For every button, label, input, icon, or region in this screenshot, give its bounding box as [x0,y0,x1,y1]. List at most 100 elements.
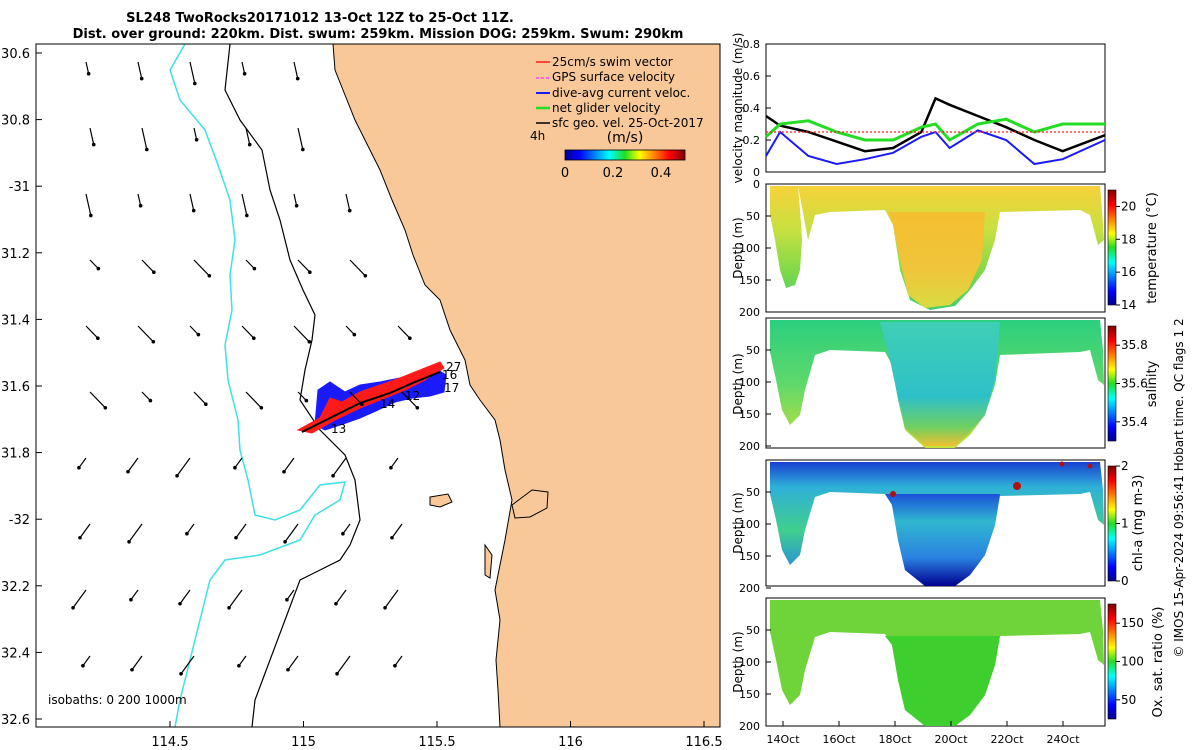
geo-velocity-arrowhead [138,203,143,208]
map-panel [36,43,721,728]
colorbar-tick-label: 0.2 [603,166,624,181]
salinity-colorbar-ticks: 35.4 35.6 35.8 [1116,338,1148,429]
geo-velocity-arrow [179,589,191,605]
geo-velocity-arrow [335,589,347,605]
geo-velocity-arrow [245,391,262,409]
velocity-ytick-label: 0.2 [743,134,761,147]
geo-velocity-arrow [186,523,195,535]
geo-velocity-arrow [297,391,307,402]
depth-ytick-label: 50 [746,210,760,223]
colorbar-corner-label: 4h [530,129,545,143]
track-label: 16 [442,368,457,382]
geo-velocity-arrowhead [234,535,238,540]
legend-item-swim: 25cm/s swim vector [552,55,673,69]
velocity-series [764,96,1106,166]
track-label: 27 [446,360,461,374]
geo-velocity-arrow [141,259,155,273]
geo-velocity-arrow [235,523,247,539]
geo-velocity-arrowhead [204,402,208,406]
geo-velocity-arrow [180,655,195,675]
velocity-series-line [765,129,1106,166]
geo-velocity-arrowhead [285,597,289,602]
geo-velocity-arrow [234,457,243,469]
chlorophyll-colorbar [1107,465,1117,582]
geo-velocity-arrowhead [145,147,149,152]
chlorophyll-field-deep [885,494,1000,586]
oxygen-colorbar [1107,603,1117,720]
geo-velocity-arrow [193,127,198,140]
geo-velocity-arrow [85,193,92,216]
island-rottnest [429,493,453,508]
salinity-ylabel: Depth (m) [731,353,745,414]
depth-ytick-label: 150 [739,274,760,287]
map-land [332,43,721,728]
temperature-colorbar-ticks: 14 16 18 20 [1116,199,1136,312]
geo-velocity-arrowhead [408,336,412,340]
isobath-200m [224,43,361,728]
salinity-yticks: 50 100 150 200 [739,344,771,453]
isobath-1000m [169,43,347,728]
date-xtick-label: 16Oct [822,733,856,746]
geo-velocity-arrowhead [71,605,75,610]
geo-velocity-arrowhead [175,473,179,478]
geo-velocity-arrow [384,589,399,609]
map-ytick-label: 30.6 [1,47,30,62]
date-xtick-label: 24Oct [1046,733,1080,746]
depth-ytick-label: 150 [739,688,760,701]
geo-velocity-arrow [241,325,255,339]
geo-velocity-arrowhead [129,597,133,602]
figure-title-line2: Dist. over ground: 220km. Dist. swum: 25… [73,27,684,42]
colorbar-tick-label: 35.6 [1121,377,1148,391]
geo-velocity-arrow [176,457,191,477]
geo-velocity-arrowhead [335,671,339,676]
colorbar-tick-label: 150 [1121,616,1144,630]
map-ytick-label: 32.6 [1,713,30,728]
geo-velocity-arrowhead [259,405,264,410]
geo-velocity-arrow [286,589,295,601]
chlorophyll-colorbar-ticks: 0 1 2 [1116,459,1129,588]
date-xtick-label: 20Oct [934,733,968,746]
geo-velocity-arrowhead [308,270,312,274]
geo-velocity-arrow [141,391,151,402]
geo-velocity-arrowhead [360,402,364,406]
geo-velocity-arrow [128,523,143,543]
map-geo-arrows [71,61,420,676]
map-ytick-label: -32 [9,513,30,528]
oxygen-colorbar-ticks: 50 100 150 [1116,616,1144,707]
track-net-line [301,371,441,433]
geo-velocity-arrow [293,61,299,79]
velocity-ytick-label: 0.6 [743,70,761,83]
geo-velocity-arrowhead [179,671,183,676]
map-ytick-label: 32.4 [1,646,30,661]
geo-velocity-arrow [287,655,299,671]
geo-velocity-arrow [293,325,310,343]
geo-velocity-arrowhead [304,398,309,403]
geo-velocity-arrow [238,655,247,667]
isobaths-label: isobaths: 0 200 1000m [48,693,187,707]
velocity-ylabel: velocity magnitude (m/s) [731,33,745,184]
velocity-series-line [765,96,1106,153]
geo-velocity-arrow [89,127,95,145]
track-labels: 27 16 17 13 12 14 [331,360,461,436]
colorbar-tick-label: 35.8 [1121,338,1148,352]
colorbar-tick-label: 50 [1121,693,1136,707]
map-legend: 25cm/s swim vector GPS surface velocity … [530,55,704,181]
geo-velocity-arrowhead [185,531,189,536]
geo-velocity-arrow [89,259,99,270]
figure-title-line1: SL248 TwoRocks20171012 13-Oct 12Z to 25-… [126,11,514,26]
geo-velocity-arrow [345,193,351,211]
colorbar-unit-label: (m/s) [607,130,644,146]
depth-ytick-label: 200 [739,306,760,319]
map-colorbar [564,149,686,161]
coast-inlet [511,489,549,519]
geo-velocity-arrow [228,589,243,609]
geo-velocity-arrow [78,457,87,469]
colorbar-tick-label: 18 [1121,232,1136,246]
map-ytick-label: 31.2 [1,247,30,262]
geo-velocity-arrowhead [151,339,156,344]
chl-hotspot [1013,482,1021,490]
map-xtick-label: 115.5 [418,735,455,750]
geo-velocity-arrow [349,391,363,405]
geo-velocity-arrow [137,193,142,206]
colorbar-tick-label: 14 [1121,298,1136,312]
